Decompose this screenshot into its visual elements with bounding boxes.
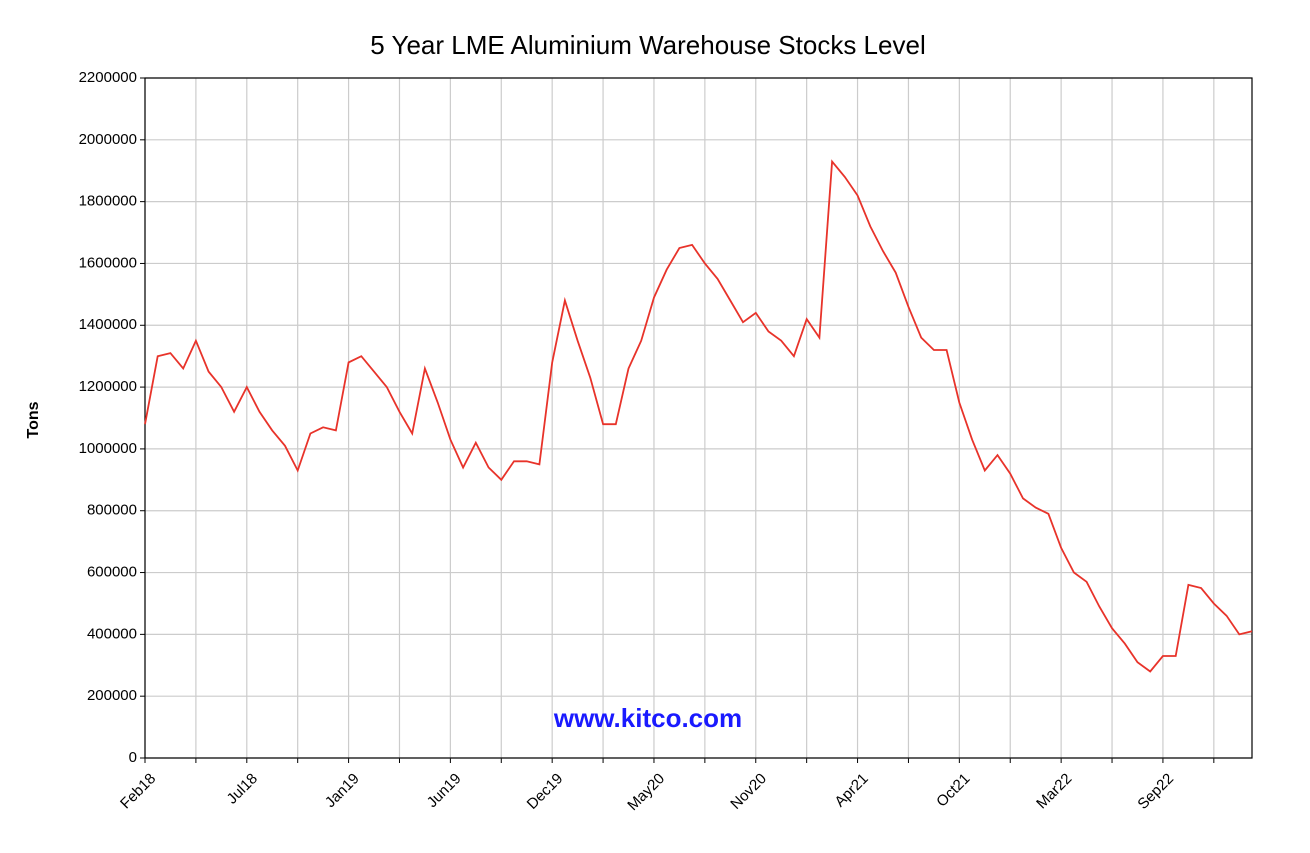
y-axis-label: Tons (25, 401, 42, 438)
y-tick-label: 0 (129, 749, 137, 766)
x-tick-label: Sep22 (1134, 770, 1177, 813)
x-tick-label: Dec19 (524, 770, 567, 813)
x-tick-label: Apr21 (831, 770, 871, 810)
x-tick-label: Nov20 (727, 770, 770, 813)
x-tick-label: Mar22 (1033, 770, 1075, 812)
data-line (144, 159, 1253, 673)
x-tick-label: Feb18 (117, 770, 159, 812)
y-tick-label: 2200000 (79, 69, 137, 86)
y-tick-label: 1000000 (79, 440, 137, 457)
x-tick-label: May20 (624, 770, 668, 814)
x-tick-label: Jan19 (322, 770, 363, 811)
y-tick-label: 600000 (87, 564, 137, 581)
plot-frame (144, 77, 1253, 759)
x-tick-label: Jun19 (424, 770, 465, 811)
y-tick-label: 200000 (87, 687, 137, 704)
watermark: www.kitco.com (553, 703, 742, 733)
x-tick-label: Jul18 (224, 770, 261, 807)
y-tick-label: 1800000 (79, 193, 137, 210)
y-tick-label: 1200000 (79, 378, 137, 395)
y-tick-label: 1400000 (79, 316, 137, 333)
chart-title: 5 Year LME Aluminium Warehouse Stocks Le… (370, 30, 925, 60)
y-tick-label: 800000 (87, 502, 137, 519)
y-tick-label: 400000 (87, 625, 137, 642)
y-tick-label: 1600000 (79, 254, 137, 271)
y-tick-label: 2000000 (79, 131, 137, 148)
x-tick-label: Oct21 (933, 770, 973, 810)
